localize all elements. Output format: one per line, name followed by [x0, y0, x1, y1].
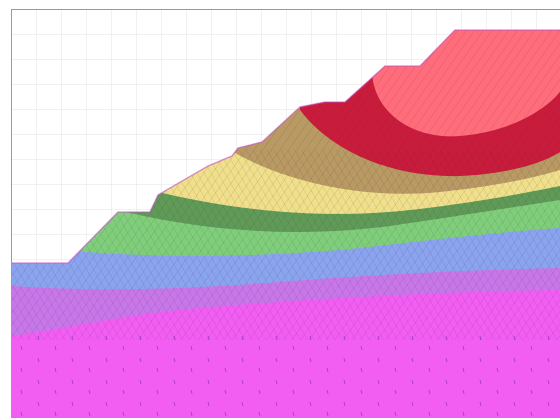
plot-frame — [11, 9, 560, 418]
slope-surface-line — [11, 29, 560, 264]
mesh-specks — [11, 330, 560, 418]
